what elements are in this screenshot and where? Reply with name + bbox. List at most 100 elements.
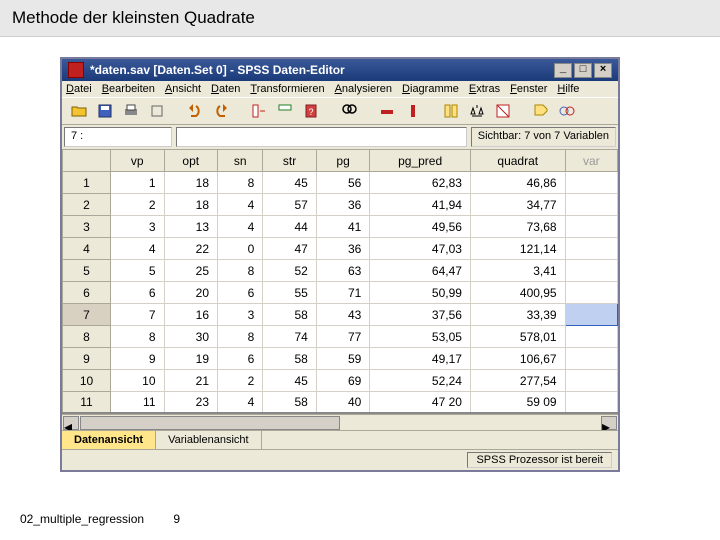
cell[interactable]: 121,14: [470, 238, 565, 260]
cell[interactable]: [565, 260, 617, 282]
cell[interactable]: 277,54: [470, 370, 565, 392]
cell[interactable]: 36: [316, 238, 370, 260]
cell[interactable]: [565, 238, 617, 260]
menu-transformieren[interactable]: Transformieren: [250, 83, 324, 95]
cell[interactable]: 62,83: [370, 172, 471, 194]
cell[interactable]: 8: [218, 260, 263, 282]
cell[interactable]: 41,94: [370, 194, 471, 216]
cell-value-input[interactable]: [176, 127, 467, 147]
scroll-right-arrow[interactable]: ▸: [601, 416, 617, 430]
cell[interactable]: 69: [316, 370, 370, 392]
col-header-pg[interactable]: pg: [316, 150, 370, 172]
cell[interactable]: 7: [111, 304, 165, 326]
col-header-var[interactable]: var: [565, 150, 617, 172]
cell[interactable]: 47 20: [370, 392, 471, 414]
weight-cases-icon[interactable]: [466, 101, 488, 121]
cell[interactable]: 63: [316, 260, 370, 282]
cell[interactable]: 43: [316, 304, 370, 326]
cell[interactable]: 22: [164, 238, 218, 260]
cell[interactable]: 400,95: [470, 282, 565, 304]
cell[interactable]: 46,86: [470, 172, 565, 194]
cell[interactable]: 16: [164, 304, 218, 326]
find-icon[interactable]: [338, 101, 360, 121]
cell[interactable]: 56: [316, 172, 370, 194]
cell[interactable]: 6: [111, 282, 165, 304]
menu-hilfe[interactable]: Hilfe: [557, 83, 579, 95]
cell[interactable]: 8: [218, 172, 263, 194]
menu-extras[interactable]: Extras: [469, 83, 500, 95]
recall-icon[interactable]: [146, 101, 168, 121]
row-header[interactable]: 2: [63, 194, 111, 216]
open-icon[interactable]: [68, 101, 90, 121]
cell[interactable]: 59 09: [470, 392, 565, 414]
menu-bearbeiten[interactable]: Bearbeiten: [102, 83, 155, 95]
cell[interactable]: [565, 392, 617, 414]
cell[interactable]: 19: [164, 348, 218, 370]
row-header[interactable]: 9: [63, 348, 111, 370]
cell[interactable]: [565, 326, 617, 348]
row-header[interactable]: 3: [63, 216, 111, 238]
select-cases-icon[interactable]: [492, 101, 514, 121]
cell[interactable]: 40: [316, 392, 370, 414]
cell[interactable]: 47: [263, 238, 317, 260]
tab-data-view[interactable]: Datenansicht: [62, 431, 156, 449]
menu-analysieren[interactable]: Analysieren: [335, 83, 392, 95]
cell[interactable]: 4: [218, 194, 263, 216]
menu-diagramme[interactable]: Diagramme: [402, 83, 459, 95]
cell[interactable]: 23: [164, 392, 218, 414]
cell[interactable]: 25: [164, 260, 218, 282]
menu-daten[interactable]: Daten: [211, 83, 240, 95]
cell[interactable]: 10: [111, 370, 165, 392]
cell[interactable]: 58: [263, 348, 317, 370]
row-header[interactable]: 6: [63, 282, 111, 304]
cell[interactable]: 45: [263, 172, 317, 194]
col-header-vp[interactable]: vp: [111, 150, 165, 172]
undo-icon[interactable]: [184, 101, 206, 121]
cell[interactable]: 45: [263, 370, 317, 392]
cell[interactable]: 34,77: [470, 194, 565, 216]
cell[interactable]: 77: [316, 326, 370, 348]
cell[interactable]: 53,05: [370, 326, 471, 348]
row-header[interactable]: 7: [63, 304, 111, 326]
col-header-sn[interactable]: sn: [218, 150, 263, 172]
minimize-button[interactable]: _: [554, 63, 572, 78]
cell[interactable]: [565, 172, 617, 194]
cell[interactable]: 4: [218, 216, 263, 238]
goto-case-icon[interactable]: [248, 101, 270, 121]
cell[interactable]: 2: [111, 194, 165, 216]
use-sets-icon[interactable]: [556, 101, 578, 121]
cell[interactable]: 52: [263, 260, 317, 282]
cell[interactable]: 36: [316, 194, 370, 216]
cell[interactable]: 11: [111, 392, 165, 414]
col-header-str[interactable]: str: [263, 150, 317, 172]
cell[interactable]: 44: [263, 216, 317, 238]
cell[interactable]: 8: [218, 326, 263, 348]
cell[interactable]: 64,47: [370, 260, 471, 282]
cell[interactable]: 55: [263, 282, 317, 304]
row-header[interactable]: 4: [63, 238, 111, 260]
cell[interactable]: 47,03: [370, 238, 471, 260]
goto-var-icon[interactable]: [274, 101, 296, 121]
cell[interactable]: 6: [218, 282, 263, 304]
save-icon[interactable]: [94, 101, 116, 121]
cell[interactable]: 2: [218, 370, 263, 392]
split-file-icon[interactable]: [440, 101, 462, 121]
close-button[interactable]: ×: [594, 63, 612, 78]
cell[interactable]: 106,67: [470, 348, 565, 370]
cell[interactable]: 30: [164, 326, 218, 348]
cell[interactable]: 37,56: [370, 304, 471, 326]
cell[interactable]: 50,99: [370, 282, 471, 304]
cell[interactable]: 49,56: [370, 216, 471, 238]
cell[interactable]: 52,24: [370, 370, 471, 392]
cell[interactable]: 21: [164, 370, 218, 392]
value-labels-icon[interactable]: [530, 101, 552, 121]
cell[interactable]: 4: [111, 238, 165, 260]
row-header[interactable]: 8: [63, 326, 111, 348]
cell[interactable]: 6: [218, 348, 263, 370]
insert-case-icon[interactable]: [376, 101, 398, 121]
cell[interactable]: 71: [316, 282, 370, 304]
cell[interactable]: 578,01: [470, 326, 565, 348]
cell[interactable]: [565, 304, 617, 326]
redo-icon[interactable]: [210, 101, 232, 121]
cell[interactable]: 58: [263, 392, 317, 414]
